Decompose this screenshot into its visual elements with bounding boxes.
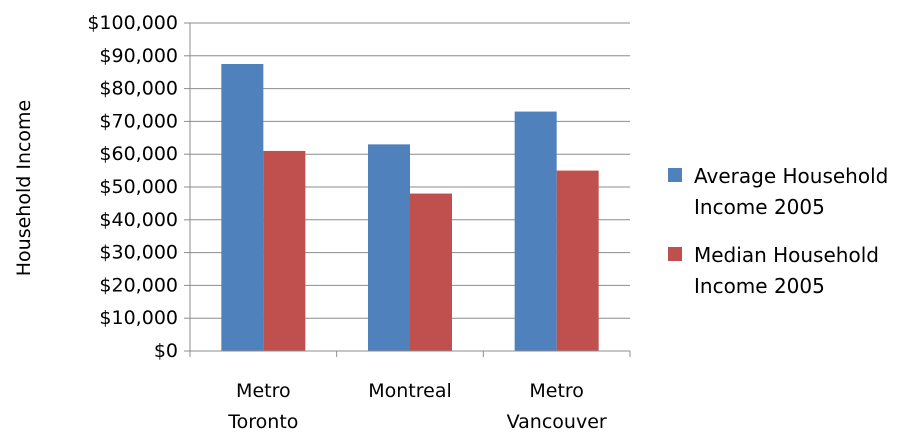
y-tick-label: $40,000: [99, 209, 178, 231]
bar-average-2: [514, 111, 557, 351]
legend-swatch: [668, 168, 682, 182]
bar-median-1: [410, 193, 452, 351]
y-tick-label: $100,000: [87, 12, 178, 34]
bar-median-2: [556, 170, 599, 351]
legend-label: Average Household: [694, 164, 888, 188]
bar-average-0: [221, 64, 264, 351]
legend-swatch: [668, 247, 682, 261]
y-tick-label: $20,000: [99, 274, 178, 296]
legend-label: Income 2005: [694, 274, 825, 298]
x-category-label: Vancouver: [507, 411, 607, 433]
y-tick-label: $70,000: [99, 110, 178, 132]
y-tick-label: $10,000: [99, 307, 178, 329]
x-category-label: Montreal: [368, 380, 452, 402]
y-tick-label: $30,000: [99, 242, 178, 264]
y-axis-label: Household Income: [13, 100, 35, 277]
x-category-label: Metro: [236, 380, 291, 402]
legend-label: Income 2005: [694, 195, 825, 219]
x-category-label: Metro: [529, 380, 584, 402]
x-category-label: Toronto: [227, 411, 298, 433]
y-tick-label: $80,000: [99, 78, 178, 100]
y-tick-label: $90,000: [99, 45, 178, 67]
y-tick-label: $0: [154, 340, 178, 362]
y-tick-label: $50,000: [99, 176, 178, 198]
axes: [184, 22, 631, 357]
y-tick-label: $60,000: [99, 143, 178, 165]
x-category-labels: Metro Toronto Montreal Metro Vancouver: [227, 380, 607, 433]
legend: Average Household Income 2005 Median House…: [668, 164, 888, 298]
y-tick-labels: $0 $10,000 $20,000 $30,000 $40,000 $50,000 $60…: [87, 12, 178, 362]
legend-label: Median Household: [694, 243, 879, 267]
bars: [221, 64, 599, 351]
bar-median-0: [263, 150, 306, 351]
bar-average-1: [368, 144, 410, 351]
